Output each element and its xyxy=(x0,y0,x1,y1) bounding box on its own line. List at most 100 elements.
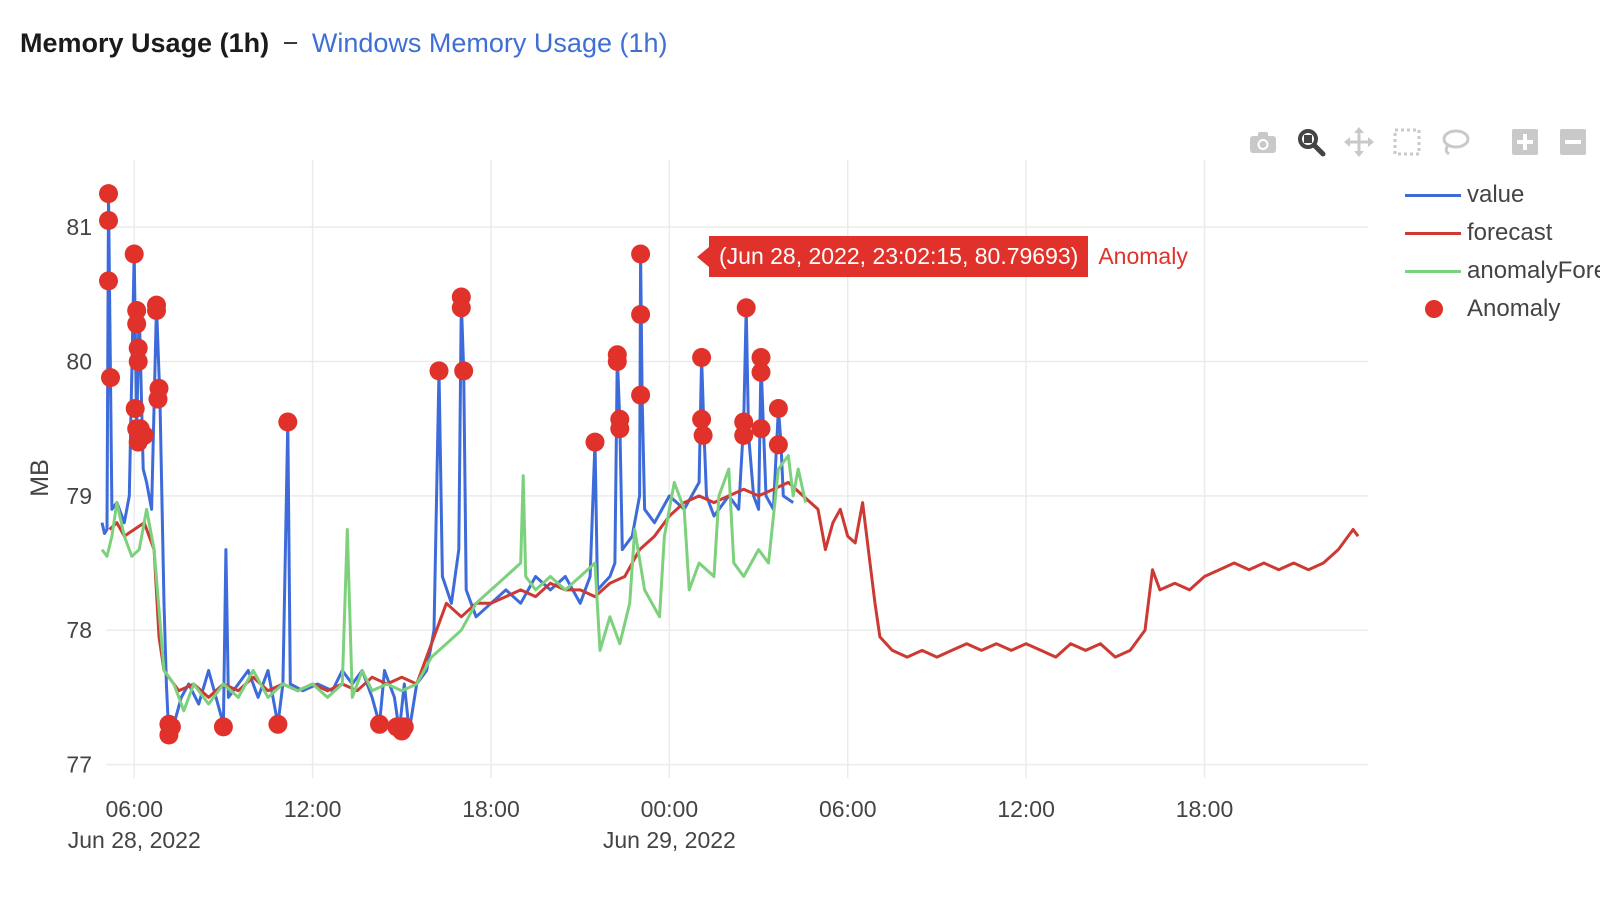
anomaly-point xyxy=(693,425,713,445)
anomaly-point xyxy=(429,361,449,381)
forecast-swatch xyxy=(1405,232,1461,235)
anomaly-point xyxy=(213,717,233,737)
anomaly-point xyxy=(736,298,756,318)
anomaly-point xyxy=(692,348,712,367)
x-tick-date-label: Jun 29, 2022 xyxy=(603,827,736,853)
anomaly-point xyxy=(751,348,771,367)
legend-label: anomalyForecast xyxy=(1467,257,1600,284)
anomaly-point xyxy=(147,301,166,320)
anomaly-point xyxy=(631,244,651,264)
legend-label: forecast xyxy=(1467,219,1553,246)
x-tick-label: 18:00 xyxy=(1176,796,1234,822)
anomaly-point xyxy=(278,412,298,432)
anomaly-point xyxy=(127,314,147,334)
camera-button[interactable] xyxy=(1243,122,1283,162)
tooltip-pointer xyxy=(697,246,709,267)
series-line-forecast xyxy=(108,480,1360,699)
chart-title: Memory Usage (1h) xyxy=(20,28,270,58)
x-tick-label: 12:00 xyxy=(284,796,342,822)
anomaly-point xyxy=(692,409,712,429)
x-tick-label: 06:00 xyxy=(105,796,163,822)
legend-item-anomaly-forecast[interactable]: anomalyForecast xyxy=(1400,252,1600,290)
y-axis-label: MB xyxy=(26,459,54,497)
anomaly-point xyxy=(128,338,148,358)
anomaly-point xyxy=(451,298,471,318)
anomaly-markers xyxy=(99,184,788,745)
anomaly-point xyxy=(161,717,181,737)
value-swatch xyxy=(1405,194,1461,197)
pan-button[interactable] xyxy=(1339,122,1379,162)
legend-symbol xyxy=(1400,261,1461,281)
zoom-icon xyxy=(1298,129,1326,157)
lasso-select-button[interactable] xyxy=(1435,122,1475,162)
legend-item-value[interactable]: value xyxy=(1400,176,1600,214)
anomaly-point xyxy=(268,714,288,734)
anomaly-point xyxy=(124,244,144,264)
zoom-in-icon xyxy=(1512,129,1538,155)
title-separator: − xyxy=(282,28,299,58)
anomaly-point xyxy=(751,419,771,439)
anomaly-point xyxy=(148,389,168,409)
anomaly-point xyxy=(101,368,120,388)
anomaly-point xyxy=(768,399,788,418)
pan-icon xyxy=(1344,127,1374,157)
anomaly-point xyxy=(134,425,154,445)
anomaly-point xyxy=(370,714,389,734)
box-select-icon xyxy=(1393,128,1421,156)
anomaly-forecast-swatch xyxy=(1405,270,1461,273)
legend-symbol xyxy=(1400,223,1461,243)
y-tick-label: 81 xyxy=(66,214,92,240)
anomaly-point xyxy=(610,419,630,439)
camera-icon xyxy=(1250,132,1276,153)
anomaly-point xyxy=(454,361,474,381)
lasso-select-icon xyxy=(1442,129,1470,156)
y-tick-label: 78 xyxy=(66,617,92,643)
anomaly-point xyxy=(394,717,414,737)
legend: value forecast anomalyForecast Anomaly xyxy=(1400,176,1600,328)
x-tick-label: 06:00 xyxy=(819,796,877,822)
x-tick-label: 18:00 xyxy=(462,796,520,822)
zoom-out-icon xyxy=(1560,129,1586,155)
legend-item-forecast[interactable]: forecast xyxy=(1400,214,1600,252)
anomaly-point xyxy=(768,435,788,455)
legend-label: Anomaly xyxy=(1467,295,1561,322)
x-tick-label: 12:00 xyxy=(997,796,1055,822)
anomaly-point xyxy=(734,425,754,445)
x-tick-label: 00:00 xyxy=(641,796,699,822)
anomaly-point xyxy=(128,352,148,371)
axis-ticks: 77 78 79 80 81 06:00 Jun 28, 2022 12:00 18:00 00:… xyxy=(66,214,1233,853)
hover-tooltip: (Jun 28, 2022, 23:02:15, 80.79693) Anoma… xyxy=(697,236,1188,277)
tooltip-trace-name: Anomaly xyxy=(1098,243,1188,269)
anomaly-point xyxy=(751,362,771,382)
zoom-out-button[interactable] xyxy=(1553,122,1593,162)
anomaly-point xyxy=(125,399,145,418)
legend-symbol xyxy=(1400,185,1461,205)
box-select-button[interactable] xyxy=(1387,122,1427,162)
chart-header: Memory Usage (1h) − Windows Memory Usage… xyxy=(20,28,668,59)
legend-label: value xyxy=(1467,181,1525,208)
modebar xyxy=(1243,122,1593,162)
y-tick-label: 79 xyxy=(66,483,92,509)
anomaly-point xyxy=(631,305,651,324)
series-line-anomalyForecast xyxy=(100,454,808,713)
y-tick-label: 80 xyxy=(66,349,92,375)
x-tick-date-label: Jun 28, 2022 xyxy=(68,827,201,853)
anomaly-point xyxy=(99,271,118,291)
anomaly-point xyxy=(99,211,118,230)
anomaly-swatch xyxy=(1425,300,1443,318)
tooltip-value: (Jun 28, 2022, 23:02:15, 80.79693) xyxy=(709,236,1089,277)
anomaly-point xyxy=(631,385,651,405)
legend-symbol xyxy=(1400,299,1460,319)
anomaly-point xyxy=(585,432,605,452)
chart-subtitle-link[interactable]: Windows Memory Usage (1h) xyxy=(311,28,668,58)
anomaly-point xyxy=(734,412,754,432)
zoom-button[interactable] xyxy=(1291,122,1331,162)
anomaly-point xyxy=(607,352,627,371)
anomaly-point xyxy=(127,301,147,320)
legend-item-anomaly[interactable]: Anomaly xyxy=(1400,290,1600,328)
series-line-value xyxy=(100,192,795,740)
y-tick-label: 77 xyxy=(66,752,92,778)
anomaly-point xyxy=(99,184,118,204)
zoom-in-button[interactable] xyxy=(1505,122,1545,162)
